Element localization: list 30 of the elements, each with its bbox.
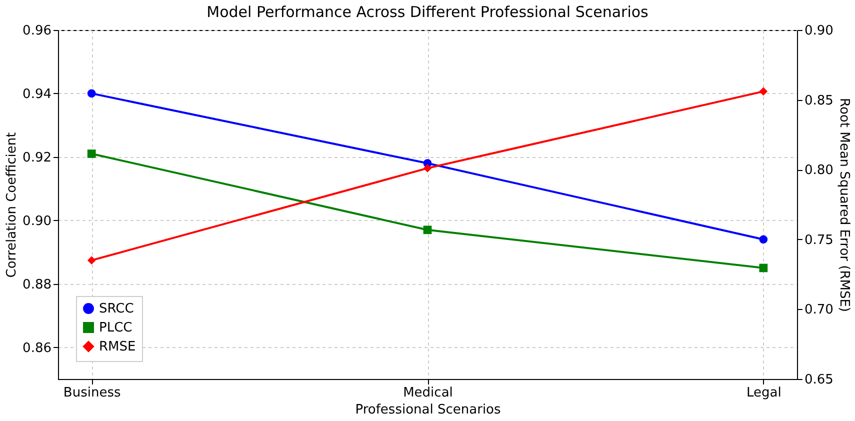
y-tick-label: 0.96 [22,24,52,38]
y2-tick-label: 0.70 [804,302,834,318]
chart-title: Model Performance Across Different Professional Scenarios [206,3,649,21]
y-tick-label: 0.88 [22,277,52,292]
y-tick-label: 0.94 [22,86,52,102]
y-tick-label: 0.86 [22,340,52,356]
legend-label: SRCC [99,302,134,316]
point [759,264,768,272]
y-tick-label: 0.90 [22,214,52,229]
x-axis-title: Professional Scenarios [355,402,501,418]
y2-tick-label: 0.90 [804,24,834,38]
legend-label: RMSE [99,340,136,354]
point [87,256,96,265]
point [423,164,432,172]
point [423,226,432,234]
y-axis-title: Correlation Coefficient [4,132,20,278]
x-tick-label: Medical [403,386,453,400]
point [87,89,96,98]
point [87,150,96,158]
x-tick-label: Legal [746,386,782,400]
point [759,235,768,244]
y2-tick-label: 0.85 [804,93,834,108]
y2-axis-title: Root Mean Squared Error (RMSE) [836,98,852,312]
y2-tick-label: 0.65 [804,372,834,388]
legend-label: PLCC [99,320,132,336]
y2-tick-label: 0.80 [804,163,834,178]
point [759,87,768,96]
y2-tick-label: 0.75 [804,232,834,248]
y-tick-label: 0.92 [22,150,52,166]
x-tick-label: Business [63,386,121,400]
